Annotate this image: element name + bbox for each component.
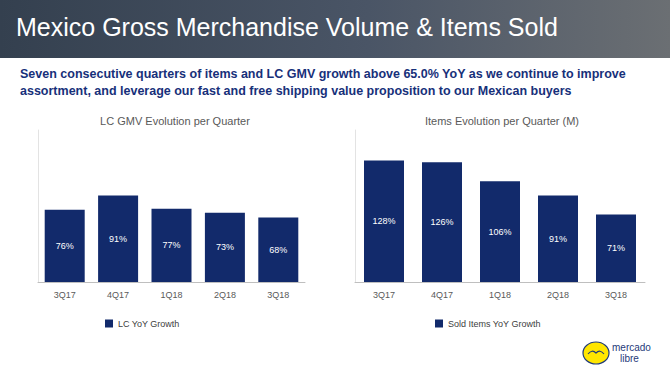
- svg-text:mercado: mercado: [612, 342, 651, 353]
- svg-text:128%: 128%: [372, 216, 395, 226]
- svg-text:73%: 73%: [216, 242, 234, 252]
- svg-text:3Q17: 3Q17: [54, 290, 76, 300]
- svg-text:Sold Items YoY Growth: Sold Items YoY Growth: [448, 319, 540, 329]
- svg-text:91%: 91%: [549, 234, 567, 244]
- svg-text:106%: 106%: [488, 227, 511, 237]
- svg-text:71%: 71%: [607, 243, 625, 253]
- svg-text:3Q17: 3Q17: [373, 290, 395, 300]
- svg-text:Items Evolution per Quarter (M: Items Evolution per Quarter (M): [425, 115, 579, 127]
- svg-text:LC YoY Growth: LC YoY Growth: [118, 319, 179, 329]
- svg-text:2Q18: 2Q18: [214, 290, 236, 300]
- svg-text:91%: 91%: [109, 234, 127, 244]
- svg-text:126%: 126%: [430, 217, 453, 227]
- svg-text:4Q17: 4Q17: [107, 290, 129, 300]
- svg-text:76%: 76%: [56, 241, 74, 251]
- svg-text:68%: 68%: [269, 245, 287, 255]
- html-text:Seven consecutive quarters of: Seven consecutive quarters of items and …: [20, 67, 626, 98]
- svg-text:libre: libre: [620, 353, 639, 364]
- svg-text:3Q18: 3Q18: [267, 290, 289, 300]
- svg-text:77%: 77%: [162, 240, 180, 250]
- svg-text:LC GMV Evolution per Quarter: LC GMV Evolution per Quarter: [100, 115, 250, 127]
- svg-text:4Q17: 4Q17: [431, 290, 453, 300]
- html-text:Mexico Gross Merchandise Volum: Mexico Gross Merchandise Volume & Items …: [16, 13, 558, 41]
- svg-text:2Q18: 2Q18: [547, 290, 569, 300]
- svg-text:3Q18: 3Q18: [605, 290, 627, 300]
- svg-text:1Q18: 1Q18: [489, 290, 511, 300]
- svg-text:1Q18: 1Q18: [160, 290, 182, 300]
